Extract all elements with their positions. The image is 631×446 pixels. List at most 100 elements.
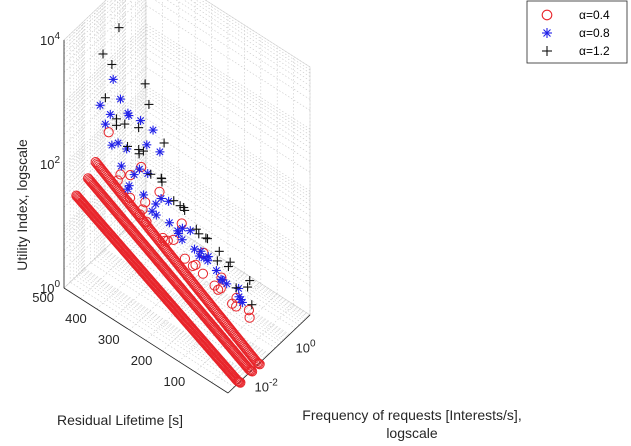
asterisk-marker [234, 283, 244, 293]
z-gridline [145, 67, 311, 173]
circle-marker [197, 268, 209, 279]
circle-marker [234, 376, 245, 388]
circle-marker [103, 127, 114, 138]
circle-marker [245, 365, 256, 376]
asterisk-marker [95, 100, 105, 110]
y-tick-label: 400 [65, 311, 87, 326]
asterisk-marker [156, 194, 166, 204]
legend-marker-plus [542, 46, 552, 56]
asterisk-marker [107, 140, 117, 150]
z-gridline [63, 110, 147, 189]
z-gridline [63, 147, 147, 227]
plus-marker [98, 49, 108, 59]
circle-marker [232, 375, 243, 386]
legend-marker-asterisk [542, 28, 552, 38]
plus-marker [243, 282, 253, 292]
asterisk-marker [139, 190, 149, 200]
x-gridline [94, 258, 259, 365]
z-gridline [63, 33, 147, 112]
z-gridline [63, 0, 110, 44]
z-gridline [189, 0, 311, 77]
x-gridline [141, 214, 306, 320]
z-gridline [145, 33, 311, 139]
plus-marker [107, 60, 117, 70]
z-gridline [63, 209, 147, 289]
circle-marker [253, 358, 264, 369]
z-gridline [145, 166, 311, 272]
y-axis-line [63, 287, 229, 394]
circle-marker [243, 363, 254, 374]
plus-marker [134, 123, 144, 133]
plus-marker [146, 169, 156, 179]
plus-marker [120, 119, 130, 129]
asterisk-marker [148, 125, 158, 135]
circle-marker [233, 376, 244, 387]
z-gridline [63, 48, 147, 127]
z-gridline [145, 56, 311, 162]
z-gridline [63, 26, 147, 106]
plus-marker [231, 283, 241, 293]
y-tick-label: 200 [131, 353, 153, 368]
asterisk-marker [211, 266, 221, 276]
data-marks [71, 23, 265, 388]
asterisk-marker [216, 274, 226, 284]
plus-marker [245, 276, 255, 286]
circle-marker [251, 356, 262, 367]
circle-marker [141, 216, 152, 227]
asterisk-marker [105, 109, 115, 119]
circle-marker [112, 175, 123, 186]
asterisk-marker [234, 292, 244, 302]
legend-label: α=0.4 [579, 8, 610, 22]
z-gridline [63, 42, 147, 121]
circle-marker [179, 253, 191, 264]
z-gridline [145, 209, 311, 316]
z-gridline [63, 0, 117, 50]
x-gridline [114, 239, 279, 345]
plus-marker [194, 229, 204, 239]
z-gridline [195, 0, 311, 74]
plus-marker [114, 23, 124, 33]
z-gridline [145, 191, 311, 297]
plus-marker [201, 233, 211, 243]
y-tick-label: 100 [163, 374, 185, 389]
plus-marker [100, 93, 110, 103]
asterisk-marker [115, 94, 125, 104]
z-gridline [145, 42, 311, 148]
circle-marker [134, 209, 145, 220]
tick-labels: 100 102 104 10-2 100 100 200 300 400 500 [32, 31, 316, 395]
circle-marker [246, 365, 257, 376]
z-gridline [63, 0, 113, 47]
y-tick-label: 300 [98, 332, 120, 347]
plus-marker [247, 300, 257, 310]
z-gridline [63, 161, 147, 240]
plus-marker [203, 234, 212, 244]
y-tick-label: 500 [32, 290, 54, 305]
x-gridline [70, 281, 235, 388]
z-gridline [154, 0, 311, 100]
z-gridline [145, 157, 311, 263]
plus-marker [157, 177, 167, 187]
z-gridline [63, 67, 147, 146]
z-gridline [63, 0, 127, 59]
z-gridline [145, 129, 311, 235]
asterisk-marker [196, 246, 206, 256]
asterisk-marker [100, 119, 110, 129]
z-gridline [145, 161, 311, 268]
plus-marker [159, 138, 169, 148]
circle-marker [244, 364, 255, 375]
z-gridline [145, 29, 311, 136]
y-gridline [129, 251, 212, 331]
z-gridline [166, 0, 311, 92]
x-axis-label-line2: logscale [386, 425, 438, 441]
z-gridline [200, 0, 311, 71]
z-gridline [145, 23, 311, 130]
asterisk-marker [203, 256, 213, 266]
plus-marker [111, 120, 121, 130]
asterisk-marker [189, 244, 199, 254]
x-gridline [142, 212, 307, 319]
asterisk-marker [113, 138, 123, 148]
asterisk-marker [108, 74, 118, 84]
circle-marker [254, 359, 265, 370]
asterisk-marker [123, 184, 133, 194]
